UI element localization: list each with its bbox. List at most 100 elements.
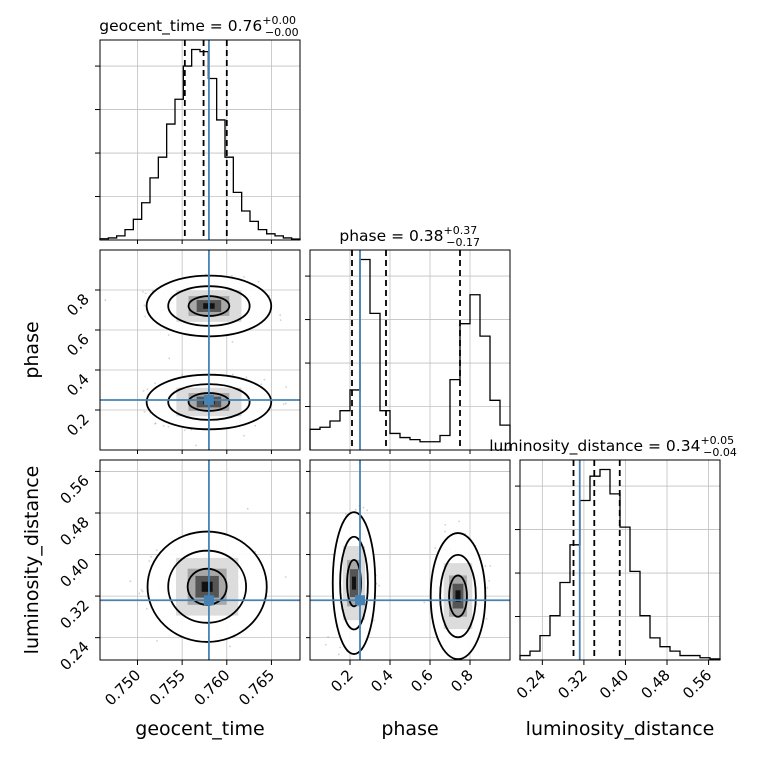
- x-axis-label-geocent_time: geocent_time: [135, 718, 264, 740]
- sample-point: [354, 508, 357, 511]
- xtick-label-luminosity_distance: 0.56: [679, 666, 715, 702]
- sample-point: [373, 619, 375, 622]
- sample-point: [104, 299, 107, 302]
- sample-point: [423, 601, 426, 604]
- sample-point: [129, 580, 132, 583]
- contour-line-level-2: [146, 530, 268, 643]
- sample-point: [444, 663, 446, 665]
- sample-point: [257, 280, 260, 283]
- sample-point: [444, 530, 446, 533]
- xtick-label-phase: 0.8: [447, 666, 477, 696]
- sample-point: [362, 506, 365, 509]
- sample-point: [450, 664, 452, 666]
- sample-point: [279, 319, 282, 322]
- panel-title-geocent_time: geocent_time = 0.76+0.00 −0.00: [99, 14, 298, 39]
- contour-panel-geocent_time-luminosity_distance: [100, 460, 300, 660]
- sample-point: [339, 646, 341, 649]
- sample-point: [232, 373, 234, 376]
- ytick-label-luminosity_distance: 0.24: [56, 638, 92, 674]
- contour-frame-geocent_time-phase: [99, 249, 301, 451]
- sample-point: [485, 617, 488, 620]
- x-axis-label-phase: phase: [381, 718, 438, 740]
- sample-point: [143, 304, 146, 307]
- truth-marker: [203, 595, 214, 606]
- sample-point: [486, 586, 489, 589]
- sample-point: [142, 390, 145, 392]
- sample-point: [378, 584, 381, 587]
- ytick-label-luminosity_distance: 0.56: [56, 472, 92, 508]
- contour-frame-geocent_time-luminosity_distance: [99, 459, 301, 661]
- sample-point: [231, 341, 234, 343]
- panel-title-phase: phase = 0.38+0.37 −0.17: [339, 224, 480, 249]
- xtick-label-luminosity_distance: 0.24: [513, 666, 549, 702]
- contour-line-level-1: [167, 549, 247, 624]
- xtick-label-phase: 0.4: [367, 666, 397, 696]
- ytick-label-phase: 0.2: [63, 410, 93, 440]
- sample-point: [150, 555, 152, 558]
- y-axis-label-phase: phase: [21, 321, 43, 378]
- sample-point: [246, 507, 249, 510]
- contour-line-level-0: [346, 558, 362, 608]
- contour-frame-phase-luminosity_distance: [309, 459, 511, 661]
- sample-point: [337, 653, 340, 656]
- sample-point: [228, 645, 231, 648]
- xtick-label-phase: 0.6: [407, 666, 437, 696]
- sample-point: [254, 550, 257, 553]
- y-axis-label-luminosity_distance: luminosity_distance: [21, 466, 43, 655]
- ytick-label-phase: 0.6: [63, 330, 93, 360]
- sample-point: [366, 509, 369, 512]
- sample-point: [254, 424, 257, 427]
- xtick-label-phase: 0.2: [327, 666, 357, 696]
- sample-point: [143, 410, 146, 413]
- xtick-label-geocent_time: 0.760: [191, 666, 234, 709]
- xtick-label-geocent_time: 0.765: [235, 666, 278, 709]
- sample-point: [183, 429, 186, 432]
- sample-point: [285, 402, 287, 405]
- sample-point: [284, 576, 287, 578]
- sample-point: [282, 403, 285, 406]
- sample-point: [140, 588, 143, 591]
- sample-point: [243, 434, 245, 437]
- histogram-phase: [309, 258, 511, 450]
- sample-point: [155, 549, 158, 552]
- ytick-label-phase: 0.4: [63, 370, 93, 400]
- ytick-label-phase: 0.8: [63, 290, 93, 320]
- sample-point: [434, 547, 437, 549]
- sample-point: [263, 378, 266, 381]
- contour-panel-geocent_time-phase: [100, 250, 300, 450]
- panel-title-luminosity_distance: luminosity_distance = 0.34+0.05 −0.04: [489, 434, 737, 459]
- sample-point: [327, 636, 329, 638]
- sample-point: [458, 520, 460, 523]
- contour-line-level-2: [331, 511, 377, 655]
- sample-point: [472, 664, 474, 666]
- ytick-label-luminosity_distance: 0.48: [56, 513, 92, 549]
- ytick-label-luminosity_distance: 0.40: [56, 555, 92, 591]
- sample-point: [204, 273, 207, 276]
- sample-point: [285, 386, 288, 388]
- xtick-label-luminosity_distance: 0.32: [554, 666, 590, 702]
- sample-point: [162, 424, 165, 427]
- sample-point: [190, 428, 193, 431]
- sample-point: [154, 422, 157, 425]
- contour-line-level-0: [448, 574, 468, 618]
- sample-point: [279, 314, 282, 317]
- sample-point: [488, 579, 491, 582]
- contour-line-level-1: [339, 535, 369, 631]
- sample-point: [141, 290, 144, 293]
- contour-line-level-1: [439, 553, 477, 639]
- sample-point: [444, 523, 447, 526]
- sample-point: [245, 376, 248, 379]
- density-cell: [201, 581, 213, 592]
- sample-point: [154, 382, 156, 385]
- histogram-panel-luminosity_distance: [519, 459, 721, 661]
- sample-point: [144, 315, 147, 318]
- sample-point: [344, 513, 347, 515]
- sample-point: [195, 444, 197, 447]
- sample-point: [260, 383, 263, 386]
- histogram-panel-geocent_time: [99, 39, 301, 241]
- sample-point: [243, 275, 245, 278]
- sample-point: [168, 357, 171, 360]
- x-axis-label-luminosity_distance: luminosity_distance: [526, 718, 715, 740]
- ytick-label-luminosity_distance: 0.32: [56, 596, 92, 632]
